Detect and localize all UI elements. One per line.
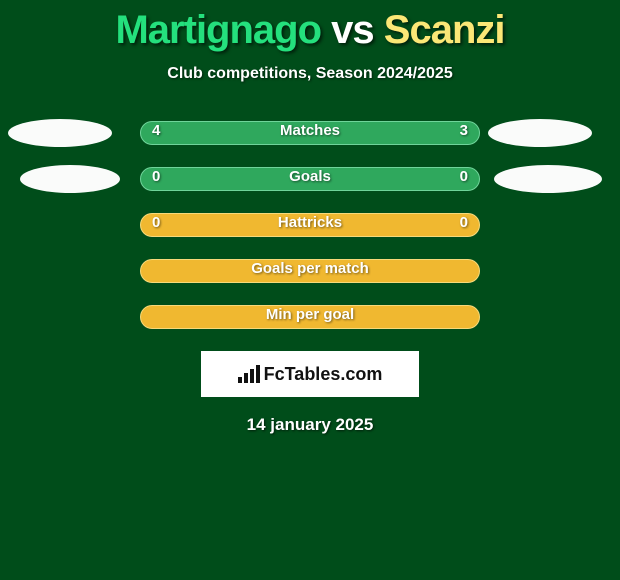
- stat-right-value: 3: [460, 122, 468, 139]
- left-ellipse: [20, 165, 120, 193]
- stat-row: Goals per match: [0, 259, 620, 285]
- stat-row: 0 Hattricks 0: [0, 213, 620, 239]
- title-right: Scanzi: [384, 8, 505, 52]
- page-title: Martignago vs Scanzi: [0, 0, 620, 53]
- right-ellipse: [494, 165, 602, 193]
- stat-left-value: 4: [152, 122, 160, 139]
- bar-track: [140, 305, 480, 329]
- bar-track: [140, 213, 480, 237]
- stat-row: 4 Matches 3: [0, 121, 620, 147]
- stat-right-value: 0: [460, 168, 468, 185]
- right-ellipse: [488, 119, 592, 147]
- bar-track: [140, 167, 480, 191]
- date-text: 14 january 2025: [0, 415, 620, 435]
- subtitle: Club competitions, Season 2024/2025: [0, 65, 620, 83]
- logo-label: FcTables.com: [264, 364, 383, 385]
- title-vs: vs: [331, 8, 374, 52]
- left-ellipse: [8, 119, 112, 147]
- stat-row: Min per goal: [0, 305, 620, 331]
- title-left: Martignago: [115, 8, 321, 52]
- stat-left-value: 0: [152, 214, 160, 231]
- stat-rows: 4 Matches 3 0 Goals 0 0 Hattricks 0 Goal…: [0, 121, 620, 331]
- site-logo: FcTables.com: [201, 351, 419, 397]
- logo-text: FcTables.com: [238, 364, 383, 385]
- bar-track: [140, 121, 480, 145]
- stat-right-value: 0: [460, 214, 468, 231]
- stat-row: 0 Goals 0: [0, 167, 620, 193]
- bar-track: [140, 259, 480, 283]
- stat-left-value: 0: [152, 168, 160, 185]
- bar-chart-icon: [238, 365, 260, 383]
